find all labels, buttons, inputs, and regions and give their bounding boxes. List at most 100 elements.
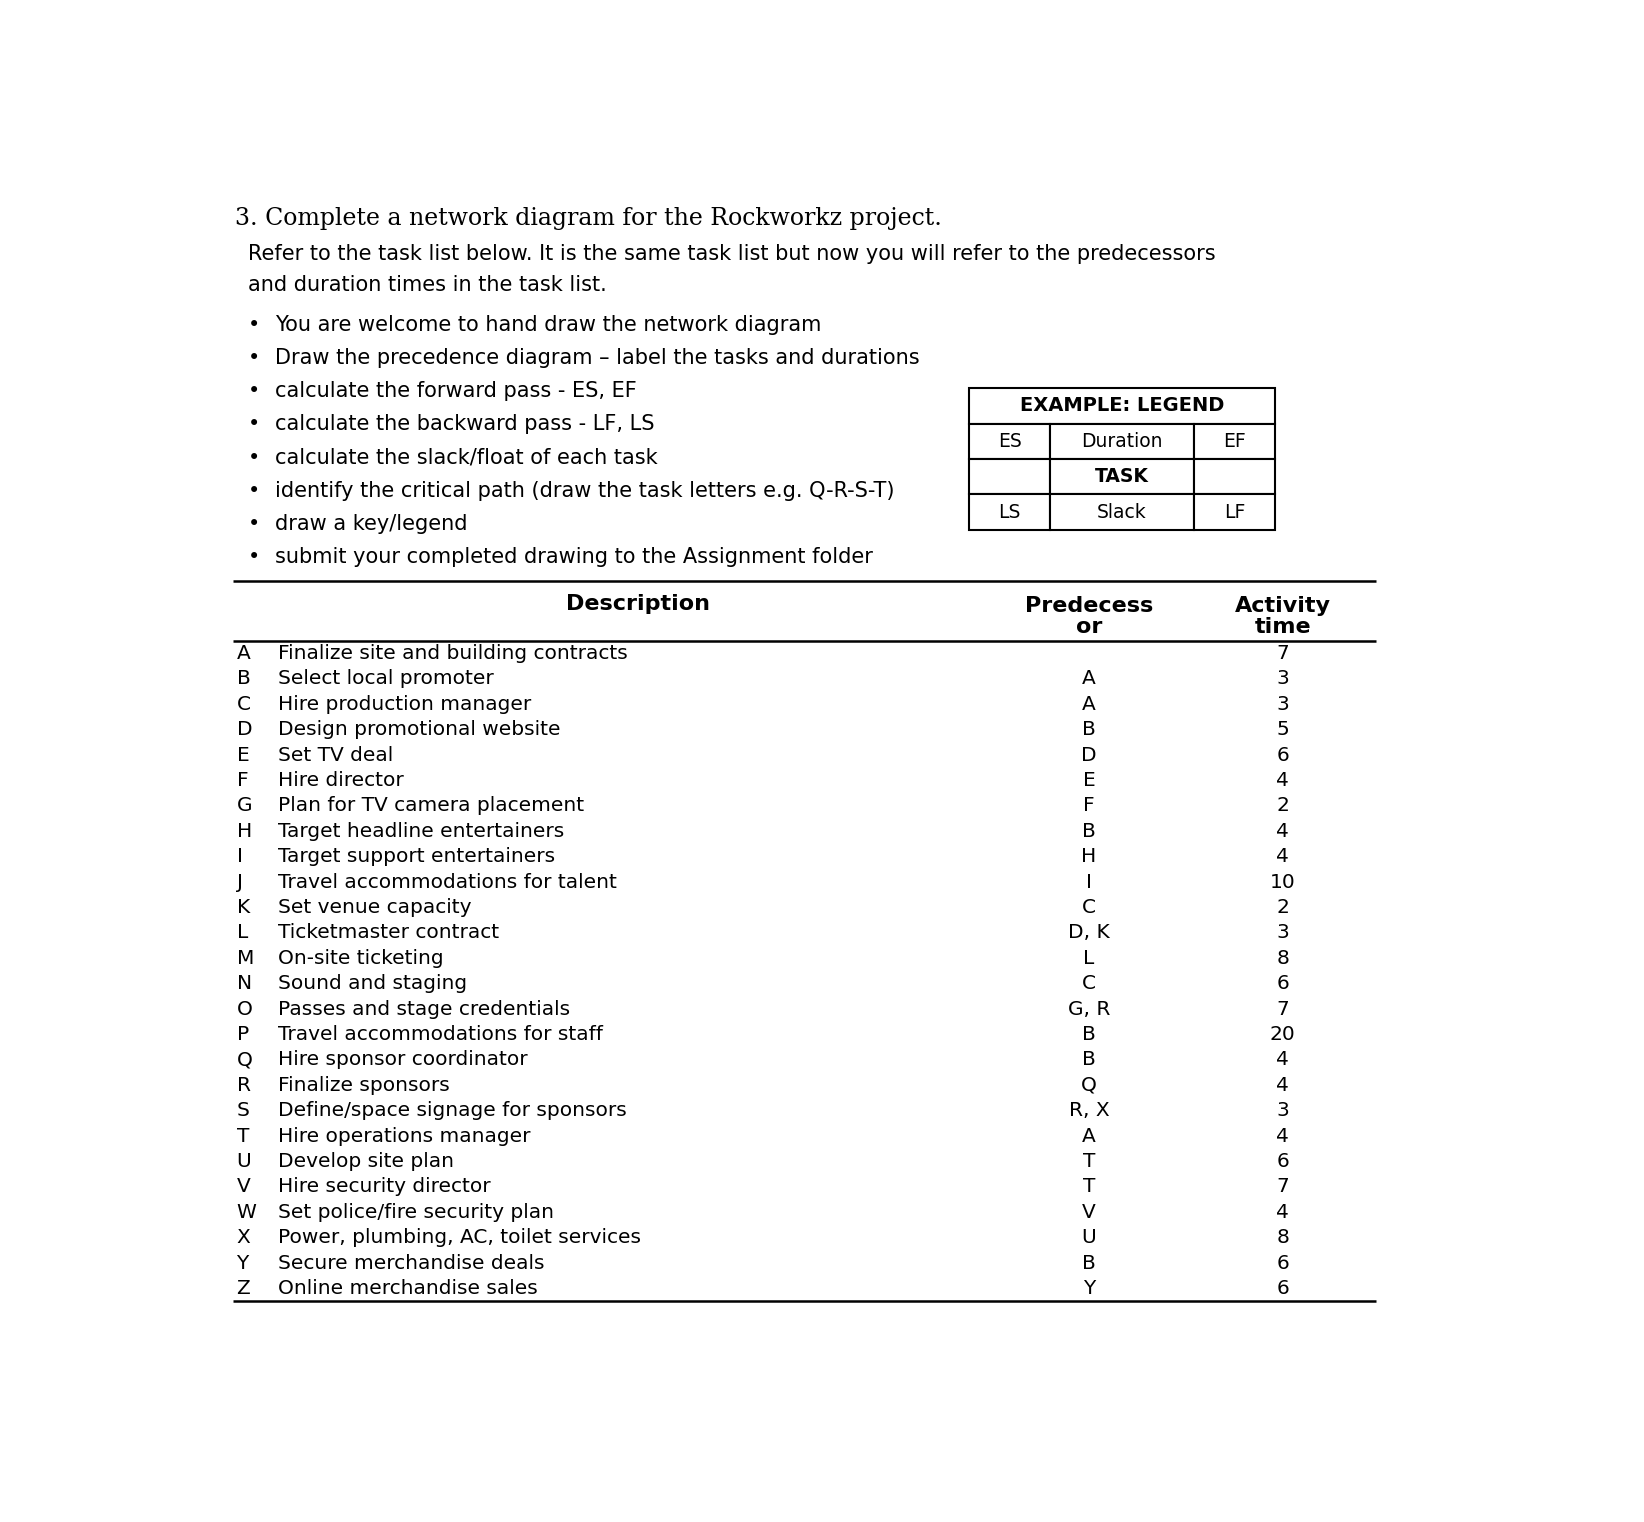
Text: •: •	[248, 546, 260, 566]
Text: Z: Z	[237, 1278, 250, 1298]
Text: E: E	[237, 746, 250, 764]
Text: 3. Complete a network diagram for the Rockworkz project.: 3. Complete a network diagram for the Ro…	[235, 207, 942, 230]
Text: Travel accommodations for talent: Travel accommodations for talent	[278, 872, 616, 892]
Text: A: A	[1082, 694, 1097, 714]
Text: M: M	[237, 948, 253, 968]
Text: 8: 8	[1276, 1228, 1289, 1248]
Text: Finalize sponsors: Finalize sponsors	[278, 1076, 449, 1094]
Text: T: T	[237, 1126, 248, 1146]
Text: TASK: TASK	[1095, 467, 1149, 487]
Text: P: P	[237, 1024, 248, 1044]
Text: Y: Y	[237, 1254, 248, 1272]
Text: G, R: G, R	[1069, 1000, 1110, 1018]
Text: Q: Q	[1082, 1076, 1097, 1094]
Text: G: G	[237, 796, 252, 816]
Text: 7: 7	[1276, 1178, 1289, 1196]
Text: Predecess: Predecess	[1024, 595, 1152, 616]
Text: A: A	[237, 644, 250, 664]
Text: calculate the forward pass - ES, EF: calculate the forward pass - ES, EF	[275, 382, 636, 402]
Text: Target headline entertainers: Target headline entertainers	[278, 822, 564, 840]
Text: 3: 3	[1276, 1102, 1289, 1120]
Text: or: or	[1075, 616, 1101, 636]
Text: 10: 10	[1269, 872, 1295, 892]
Text: •: •	[248, 414, 260, 434]
Text: On-site ticketing: On-site ticketing	[278, 948, 444, 968]
Text: D: D	[237, 720, 252, 740]
Text: 6: 6	[1276, 1254, 1289, 1272]
Text: L: L	[1083, 948, 1095, 968]
Text: Refer to the task list below. It is the same task list but now you will refer to: Refer to the task list below. It is the …	[248, 244, 1217, 265]
Text: J: J	[237, 872, 243, 892]
Bar	[1194, 495, 1276, 530]
Text: T: T	[1083, 1152, 1095, 1170]
Text: B: B	[1082, 1050, 1097, 1070]
Text: draw a key/legend: draw a key/legend	[275, 514, 469, 534]
Text: •: •	[248, 382, 260, 402]
Bar	[968, 388, 1276, 423]
Text: V: V	[237, 1178, 250, 1196]
Text: •: •	[248, 315, 260, 335]
Text: B: B	[1082, 822, 1097, 840]
Text: LF: LF	[1223, 502, 1245, 522]
Text: Power, plumbing, AC, toilet services: Power, plumbing, AC, toilet services	[278, 1228, 641, 1248]
Bar	[1051, 423, 1194, 460]
Text: Set TV deal: Set TV deal	[278, 746, 393, 764]
Text: W: W	[237, 1202, 256, 1222]
Text: I: I	[1087, 872, 1092, 892]
Text: Secure merchandise deals: Secure merchandise deals	[278, 1254, 544, 1272]
Text: Target support entertainers: Target support entertainers	[278, 848, 554, 866]
Text: 2: 2	[1276, 898, 1289, 916]
Text: 4: 4	[1276, 822, 1289, 840]
Text: identify the critical path (draw the task letters e.g. Q-R-S-T): identify the critical path (draw the tas…	[275, 481, 894, 501]
Text: D: D	[1082, 746, 1097, 764]
Text: 5: 5	[1276, 720, 1289, 740]
Text: Hire security director: Hire security director	[278, 1178, 490, 1196]
Text: •: •	[248, 447, 260, 467]
Text: 4: 4	[1276, 1202, 1289, 1222]
Text: 8: 8	[1276, 948, 1289, 968]
Text: S: S	[237, 1102, 250, 1120]
Text: C: C	[1082, 898, 1097, 916]
Text: Draw the precedence diagram – label the tasks and durations: Draw the precedence diagram – label the …	[275, 349, 921, 368]
Text: E: E	[1083, 772, 1095, 790]
Text: EXAMPLE: LEGEND: EXAMPLE: LEGEND	[1019, 396, 1225, 416]
Bar	[968, 423, 1051, 460]
Text: Ticketmaster contract: Ticketmaster contract	[278, 924, 498, 942]
Text: ES: ES	[998, 432, 1021, 451]
Text: D, K: D, K	[1069, 924, 1110, 942]
Text: 4: 4	[1276, 772, 1289, 790]
Text: Duration: Duration	[1082, 432, 1162, 451]
Text: H: H	[1082, 848, 1097, 866]
Bar	[1194, 423, 1276, 460]
Text: and duration times in the task list.: and duration times in the task list.	[248, 275, 607, 295]
Text: B: B	[1082, 1254, 1097, 1272]
Bar	[1051, 460, 1194, 495]
Text: Description: Description	[566, 594, 710, 613]
Text: L: L	[237, 924, 248, 942]
Text: Sound and staging: Sound and staging	[278, 974, 467, 994]
Text: Design promotional website: Design promotional website	[278, 720, 561, 740]
Text: U: U	[237, 1152, 252, 1170]
Text: F: F	[237, 772, 248, 790]
Text: Q: Q	[237, 1050, 253, 1070]
Text: Y: Y	[1083, 1278, 1095, 1298]
Text: Finalize site and building contracts: Finalize site and building contracts	[278, 644, 628, 664]
Bar	[1051, 495, 1194, 530]
Bar	[968, 460, 1051, 495]
Text: X: X	[237, 1228, 250, 1248]
Text: EF: EF	[1223, 432, 1246, 451]
Text: You are welcome to hand draw the network diagram: You are welcome to hand draw the network…	[275, 315, 822, 335]
Text: 6: 6	[1276, 974, 1289, 994]
Text: time: time	[1254, 616, 1310, 636]
Text: B: B	[1082, 720, 1097, 740]
Text: Online merchandise sales: Online merchandise sales	[278, 1278, 538, 1298]
Text: 4: 4	[1276, 1050, 1289, 1070]
Text: V: V	[1082, 1202, 1097, 1222]
Text: Plan for TV camera placement: Plan for TV camera placement	[278, 796, 584, 816]
Text: U: U	[1082, 1228, 1097, 1248]
Bar	[968, 495, 1051, 530]
Text: I: I	[237, 848, 243, 866]
Text: R, X: R, X	[1069, 1102, 1110, 1120]
Text: O: O	[237, 1000, 253, 1018]
Text: Define/space signage for sponsors: Define/space signage for sponsors	[278, 1102, 626, 1120]
